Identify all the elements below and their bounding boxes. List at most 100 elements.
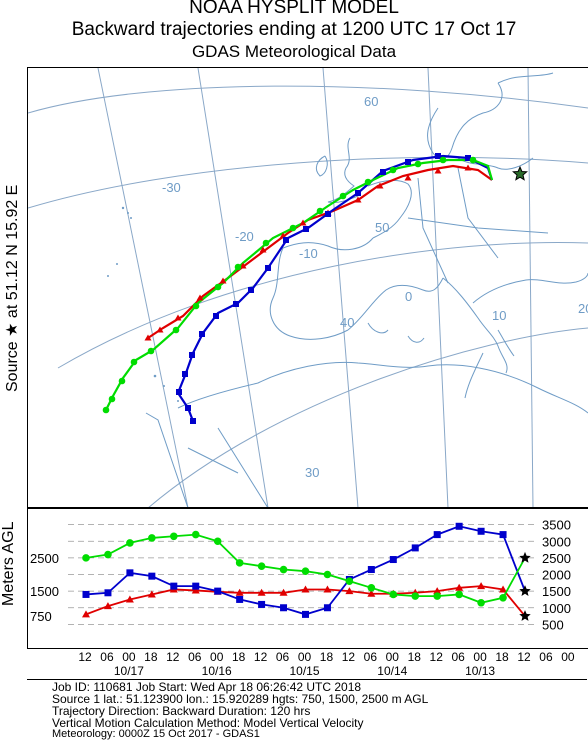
- blue-map-point: [182, 371, 188, 377]
- green-map-point: [339, 192, 347, 200]
- blue-point: [170, 582, 178, 590]
- red-map-point: [404, 174, 412, 181]
- red-map-point: [376, 182, 384, 189]
- source-star: [512, 165, 528, 181]
- lat-label-60: 60: [364, 94, 378, 109]
- blue-point: [499, 531, 507, 539]
- x-tick-label: 12: [78, 650, 92, 664]
- red-point: [455, 583, 464, 591]
- green-point: [82, 554, 90, 562]
- x-tick-label: 18: [495, 650, 509, 664]
- blue-map-point: [233, 301, 239, 307]
- x-tick-label: 18: [144, 650, 158, 664]
- green-point: [477, 598, 485, 607]
- blue-point: [236, 595, 244, 603]
- red-map-point: [354, 196, 362, 203]
- blue-map-point: [213, 313, 219, 319]
- red-point: [301, 585, 310, 593]
- x-date-label: 10/14: [377, 664, 407, 678]
- green-map-point: [234, 263, 242, 271]
- green-point: [323, 570, 332, 579]
- blue-point: [455, 522, 463, 530]
- green-trajectory: [105, 158, 494, 411]
- red-point: [477, 582, 486, 590]
- red-point: [235, 588, 244, 596]
- x-tick-label: 06: [188, 650, 202, 664]
- blue-point: [323, 604, 331, 612]
- red-point: [279, 588, 288, 596]
- blue-point: [192, 582, 200, 590]
- x-date-label: 10/13: [465, 664, 495, 678]
- green-point: [499, 593, 507, 602]
- x-tick-label: 12: [517, 650, 531, 664]
- red-trajectory: [147, 164, 493, 339]
- blue-point: [280, 604, 288, 612]
- x-date-label: 10/15: [289, 664, 319, 678]
- green-point: [455, 590, 463, 599]
- map-trajectories: [102, 153, 528, 424]
- title-line-3: GDAS Meteorological Data: [191, 42, 397, 61]
- blue-map-point: [303, 226, 309, 232]
- blue-point: [411, 544, 419, 552]
- y-tick-left: 1500: [30, 584, 59, 599]
- red-map-point: [299, 219, 307, 226]
- red-map-point: [464, 164, 472, 171]
- y-tick-right: 3500: [542, 518, 571, 533]
- height-profile: 3500 3000 2500 2000 1500 1000 500 2500 1500 750: [27, 507, 588, 649]
- red-start-star: [519, 610, 531, 621]
- blue-map-point: [325, 211, 331, 217]
- trajectory-map: 60 50 40 30 -30 -20 -10 0 10 20: [27, 67, 588, 509]
- blue-map-point: [465, 155, 471, 161]
- green-point: [213, 537, 222, 546]
- green-map-point: [130, 358, 138, 366]
- x-tick-label: 00: [473, 650, 487, 664]
- green-point: [301, 567, 310, 575]
- lon-label-minus10: -10: [299, 246, 318, 261]
- red-point: [82, 610, 90, 618]
- x-date-label: 10/17: [114, 664, 144, 678]
- y-tick-right: 500: [542, 617, 564, 632]
- y-tick-right: 2500: [542, 551, 571, 566]
- x-tick-label: 18: [320, 650, 334, 664]
- blue-map-point: [190, 418, 196, 424]
- lon-label-minus30: -30: [162, 180, 181, 195]
- red-point: [367, 589, 376, 597]
- green-map-point: [147, 347, 155, 355]
- blue-map-point: [405, 159, 411, 165]
- lon-label-0: 0: [405, 289, 412, 304]
- green-map-point: [289, 224, 297, 232]
- green-point: [411, 592, 420, 600]
- green-point: [235, 559, 244, 567]
- lat-label-30: 30: [305, 465, 319, 480]
- x-tick-label: 06: [100, 650, 114, 664]
- green-map-point: [469, 156, 477, 164]
- profile-x-axis: 12 06 00 18 12 06 00 18 12 06 00 18 12 06 00 18 12 06 00 18…: [78, 650, 575, 678]
- blue-start-star: [519, 585, 531, 596]
- lat-label-40: 40: [340, 315, 354, 330]
- x-tick-label: 00: [210, 650, 224, 664]
- green-map-point: [108, 395, 116, 403]
- green-map-point: [439, 156, 447, 164]
- red-map-point: [174, 314, 182, 321]
- y-tick-right: 3000: [542, 534, 571, 549]
- title-line-1: NOAA HYSPLIT MODEL: [189, 0, 399, 18]
- green-map-point: [364, 178, 372, 186]
- map-graticule: [28, 68, 588, 508]
- green-start-star: [519, 551, 531, 563]
- blue-point: [367, 566, 375, 574]
- blue-map-point: [380, 169, 386, 175]
- green-point: [148, 534, 156, 542]
- blue-map-point: [283, 237, 289, 243]
- x-tick-label: 12: [254, 650, 268, 664]
- green-map-point: [414, 160, 422, 168]
- x-tick-label: 00: [298, 650, 312, 664]
- red-point: [323, 585, 332, 593]
- x-tick-label: 12: [430, 650, 444, 664]
- x-date-label: 10/16: [202, 664, 232, 678]
- blue-point: [126, 569, 134, 577]
- blue-trajectory: [176, 154, 494, 422]
- green-map-point: [118, 377, 126, 385]
- map-islands: [107, 206, 179, 402]
- green-point: [170, 532, 178, 541]
